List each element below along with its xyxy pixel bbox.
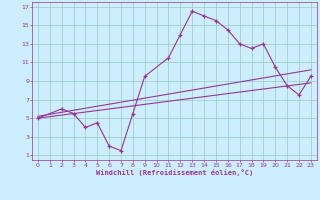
X-axis label: Windchill (Refroidissement éolien,°C): Windchill (Refroidissement éolien,°C) <box>96 169 253 176</box>
